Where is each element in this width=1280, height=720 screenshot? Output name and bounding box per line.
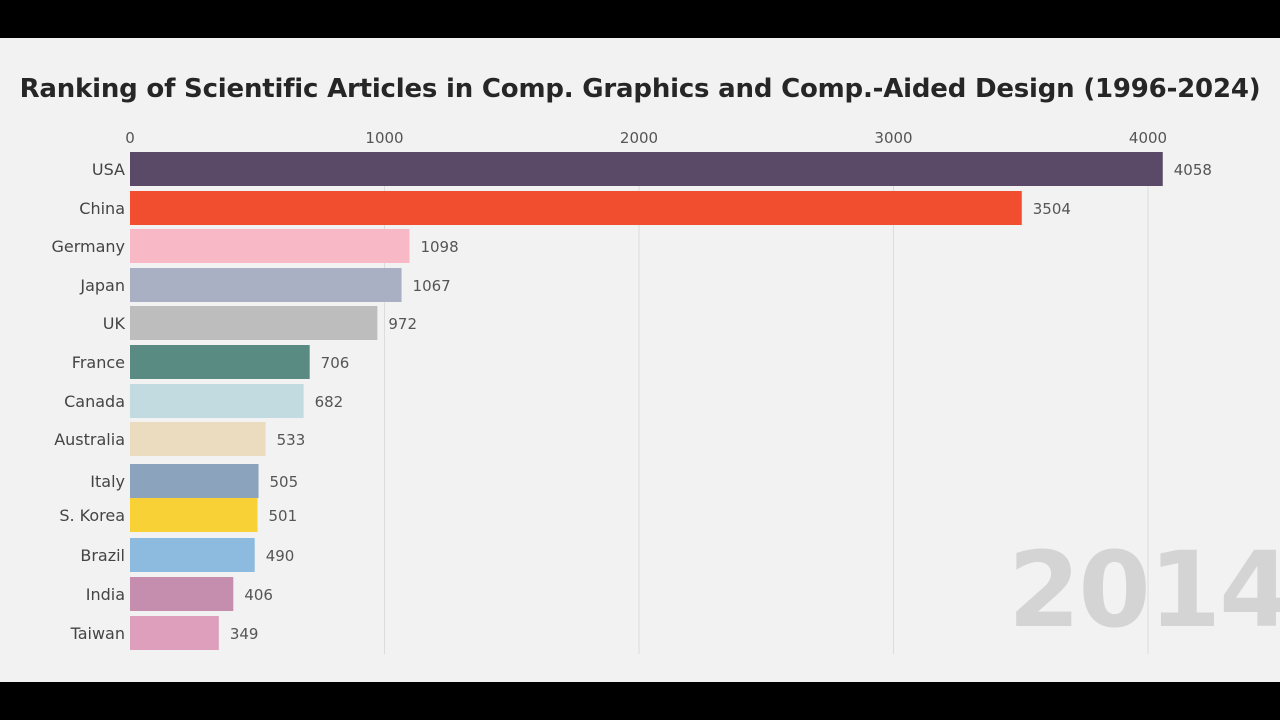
bar[interactable]	[130, 191, 1022, 225]
bar[interactable]	[130, 464, 259, 498]
category-label: USA	[92, 160, 125, 179]
bar[interactable]	[130, 268, 402, 302]
category-label: S. Korea	[59, 506, 125, 525]
bar[interactable]	[130, 229, 410, 263]
category-label: Japan	[79, 276, 125, 295]
category-label: China	[79, 199, 125, 218]
bar[interactable]	[130, 538, 255, 572]
chart-title: Ranking of Scientific Articles in Comp. …	[19, 74, 1261, 104]
value-label: 505	[270, 473, 299, 491]
x-tick-label: 2000	[620, 129, 658, 147]
value-label: 1067	[413, 277, 451, 295]
x-tick-label: 0	[125, 129, 135, 147]
bar[interactable]	[130, 152, 1163, 186]
value-label: 490	[266, 547, 295, 565]
value-label: 501	[269, 507, 298, 525]
bar[interactable]	[130, 384, 304, 418]
category-label: India	[86, 585, 125, 604]
x-tick-label: 3000	[874, 129, 912, 147]
bar[interactable]	[130, 577, 234, 611]
value-label: 3504	[1033, 200, 1071, 218]
value-label: 706	[321, 354, 350, 372]
bar[interactable]	[130, 345, 310, 379]
category-label: Canada	[64, 392, 125, 411]
category-label: Taiwan	[70, 624, 125, 643]
bar[interactable]	[130, 306, 378, 340]
bar[interactable]	[130, 616, 219, 650]
category-label: UK	[103, 314, 126, 333]
bar-chart: 0 1000 2000 3000 4000 USA 4058 China 3504 Germany…	[51, 129, 1212, 654]
category-label: France	[72, 353, 125, 372]
category-label: Italy	[90, 472, 125, 491]
value-label: 406	[244, 586, 273, 604]
year-label: 2014	[1008, 529, 1280, 651]
value-label: 1098	[420, 238, 458, 256]
value-label: 972	[388, 315, 417, 333]
category-label: Brazil	[80, 546, 125, 565]
value-label: 533	[277, 431, 306, 449]
bar[interactable]	[130, 422, 266, 456]
category-label: Australia	[54, 430, 125, 449]
value-label: 349	[230, 625, 259, 643]
category-label: Germany	[51, 237, 125, 256]
x-tick-label: 1000	[365, 129, 403, 147]
chart-frame: Ranking of Scientific Articles in Comp. …	[0, 38, 1280, 682]
value-label: 682	[315, 393, 344, 411]
bar[interactable]	[130, 498, 258, 532]
x-tick-label: 4000	[1129, 129, 1167, 147]
value-label: 4058	[1174, 161, 1212, 179]
